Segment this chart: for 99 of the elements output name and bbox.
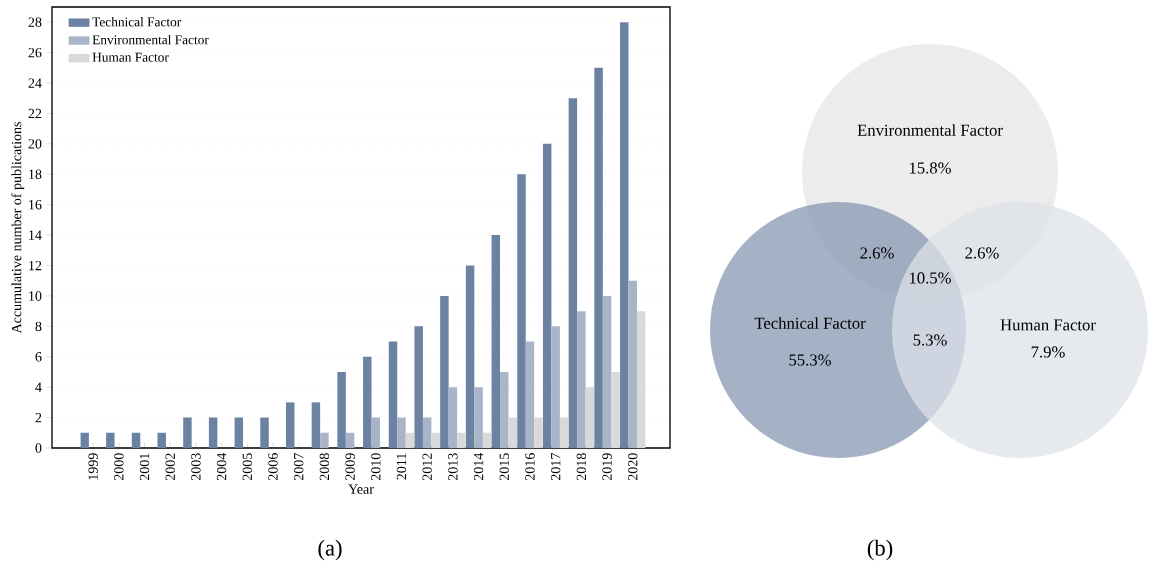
x-tick-label: 2008: [319, 453, 330, 481]
x-tick-label: 2017: [550, 453, 561, 481]
x-tick-label: 2012: [422, 453, 432, 481]
bar: [585, 387, 595, 448]
bar: [577, 311, 586, 448]
bar: [440, 295, 449, 448]
text: 15.8%: [909, 162, 951, 174]
text: 5.3%: [913, 334, 947, 346]
bar: [534, 417, 543, 448]
x-tick-label: 2015: [499, 453, 509, 481]
x-tick-label: 2006: [268, 453, 278, 481]
y-tick-label: 28: [28, 17, 42, 27]
bar: [517, 174, 526, 448]
bar: [448, 387, 458, 448]
bar: [397, 417, 406, 448]
bar: [234, 417, 244, 448]
bar: [337, 371, 346, 448]
bar: [131, 432, 141, 448]
x-tick-label: 2004: [216, 452, 227, 481]
bar: [594, 67, 603, 448]
y-tick-label: 14: [29, 230, 42, 240]
x-tick-label: 2007: [293, 453, 304, 481]
bar: [465, 265, 475, 448]
y-tick-label: 12: [29, 260, 42, 271]
y-tick-label: 22: [28, 108, 42, 119]
bar: [183, 417, 192, 448]
bar: [414, 326, 423, 448]
x-tick-label: 2013: [448, 453, 458, 481]
text: 2.6%: [860, 247, 894, 259]
bar: [551, 326, 560, 448]
x-tick-label: 2010: [371, 453, 381, 481]
bar: [474, 387, 483, 448]
bar: [559, 417, 569, 448]
text: (b): [867, 539, 893, 561]
x-tick-label: 2016: [525, 453, 535, 481]
x-tick-label: 2018: [576, 453, 587, 481]
legend-label: Human Factor: [92, 52, 169, 62]
bar: [482, 432, 492, 448]
bar: [405, 432, 415, 448]
y-tick-label: 24: [28, 78, 42, 88]
bar: [80, 432, 89, 448]
bar: [157, 432, 166, 448]
text: 7.9%: [1031, 346, 1065, 358]
text: Technical Factor: [754, 317, 866, 329]
y-tick-label: 0: [35, 443, 42, 453]
bar: [311, 402, 321, 448]
bar: [491, 235, 501, 448]
bar: [106, 432, 115, 448]
x-tick-label: 2014: [473, 452, 484, 481]
bar: [422, 417, 432, 448]
bar: [363, 356, 372, 448]
y-tick-label: 8: [35, 321, 42, 332]
bar: [508, 417, 517, 448]
bar: [628, 280, 637, 448]
text: 10.5%: [909, 272, 951, 284]
bar: [542, 143, 552, 448]
bar: [208, 417, 218, 448]
y-axis-title: Accumulative number of publications: [11, 122, 25, 334]
y-tick-label: 26: [28, 47, 42, 58]
y-tick-label: 4: [35, 382, 42, 392]
x-tick-label: 2005: [242, 453, 253, 481]
bar: [285, 402, 295, 448]
x-tick-label: 2002: [165, 453, 175, 481]
bar: [345, 432, 355, 448]
x-tick-label: 2000: [114, 453, 124, 481]
y-tick-label: 18: [29, 169, 42, 180]
x-tick-label: 2011: [396, 453, 407, 480]
bar: [611, 371, 620, 448]
text: (a): [318, 539, 342, 561]
bar: [371, 417, 381, 448]
x-tick-label: 2009: [345, 453, 355, 481]
legend-label: Technical Factor: [92, 17, 182, 27]
text: 2.6%: [965, 247, 999, 259]
y-tick-label: 16: [29, 199, 42, 210]
legend-label: Environmental Factor: [92, 34, 209, 45]
text: Human Factor: [1000, 319, 1096, 331]
y-tick-label: 2: [35, 412, 42, 423]
text: 55.3%: [789, 354, 831, 366]
x-tick-label: 2003: [191, 453, 201, 481]
bar: [260, 417, 269, 448]
bar: [500, 371, 509, 448]
y-tick-label: 6: [35, 352, 42, 362]
bar: [457, 432, 466, 448]
bar: [320, 432, 329, 448]
bar: [620, 22, 629, 448]
y-tick-label: 10: [29, 291, 42, 301]
x-tick-label: 2001: [139, 453, 150, 481]
x-tick-label: 2019: [602, 453, 612, 481]
bar: [431, 432, 440, 448]
x-tick-label: 1999: [88, 453, 98, 480]
bar: [602, 295, 612, 448]
y-tick-label: 20: [28, 139, 42, 149]
bar: [636, 311, 646, 448]
bar: [568, 98, 578, 448]
bar: [388, 341, 398, 448]
x-tick-label: 2020: [628, 453, 638, 481]
x-axis-title: Year: [348, 484, 374, 494]
bar: [525, 341, 535, 448]
text: Environmental Factor: [857, 124, 1003, 136]
